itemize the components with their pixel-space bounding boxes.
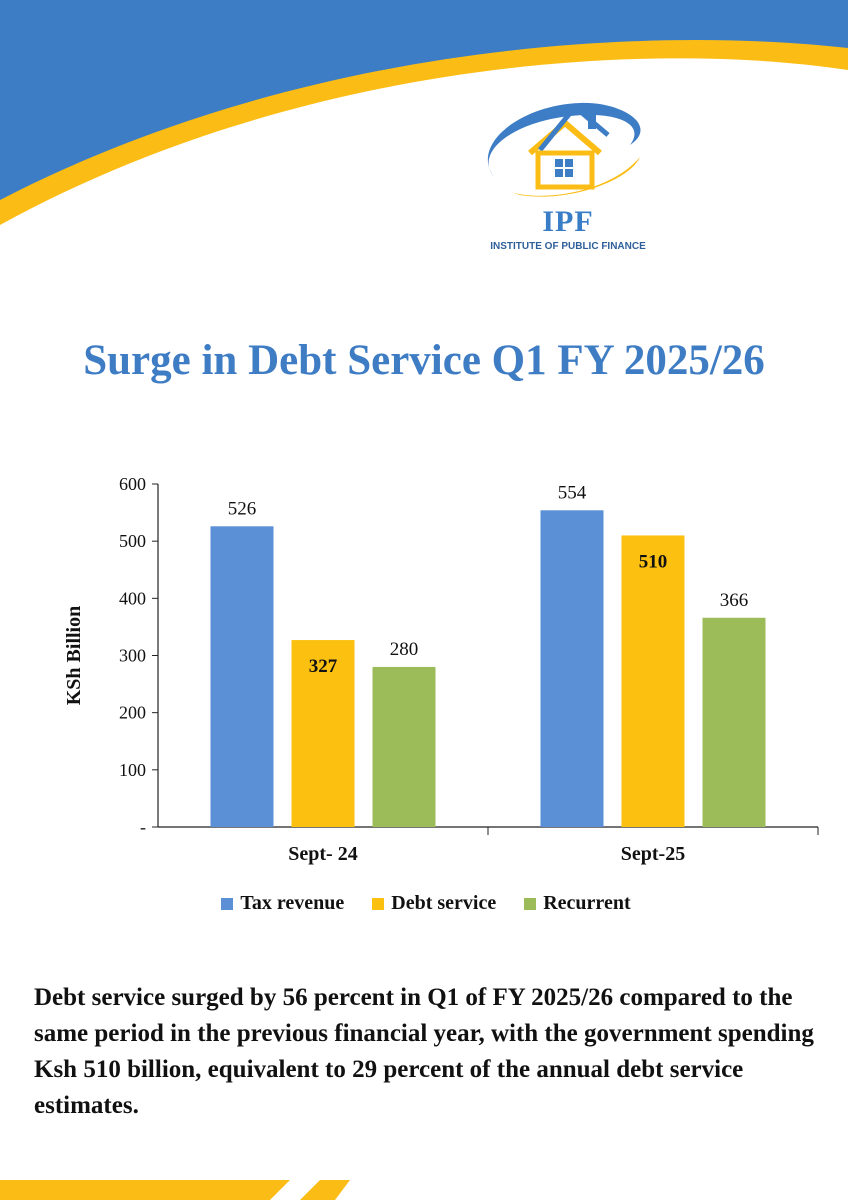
page-title: Surge in Debt Service Q1 FY 2025/26 [83,337,765,384]
header-wave-decoration [0,0,848,225]
y-tick-label: 200 [119,703,146,723]
y-tick-label: 400 [119,588,146,608]
logo-name: IPF [542,205,594,238]
x-category-label: Sept-25 [621,843,685,865]
data-label: 554 [558,482,587,503]
bar-recurrent [372,666,436,827]
data-label: 366 [720,590,749,611]
legend-swatch [221,897,234,910]
legend-item: Debt service [372,892,496,915]
y-tick-label: 100 [119,760,146,780]
bar-tax-revenue [210,526,274,827]
y-tick-label: - [140,817,146,837]
data-label: 280 [390,639,419,660]
data-label: 327 [309,656,338,677]
y-tick-label: 600 [119,474,146,494]
footer-wave-decoration [0,1180,350,1200]
legend-swatch [372,897,385,910]
bar-tax-revenue [540,510,604,827]
legend-label: Debt service [391,892,497,914]
bar-debt-service [291,640,355,827]
bar-chart: - 100 200 300 400 500 600 KSh Billion 526 327 280 S… [28,462,824,932]
x-category-label: Sept- 24 [288,843,357,865]
y-axis-label: KSh Billion [63,606,85,706]
chart-legend: Tax revenue Debt service Recurrent [28,892,824,915]
y-tick-label: 500 [119,531,146,551]
chart-canvas: - 100 200 300 400 500 600 KSh Billion 526 327 280 S… [63,474,819,865]
bar-recurrent [702,617,766,827]
legend-item: Recurrent [524,892,631,915]
ipf-logo: IPF INSTITUTE OF PUBLIC FINANCE [480,95,690,265]
legend-item: Tax revenue [221,892,344,915]
logo-subtitle: INSTITUTE OF PUBLIC FINANCE [490,241,646,252]
legend-swatch [524,897,537,910]
bar-debt-service [621,535,685,827]
y-tick-label: 300 [119,646,146,666]
legend-label: Tax revenue [240,892,345,914]
data-label: 510 [639,551,668,572]
legend-label: Recurrent [543,892,631,914]
summary-paragraph: Debt service surged by 56 percent in Q1 … [34,984,814,1119]
data-label: 526 [228,498,257,519]
house-ring-icon [487,102,641,197]
